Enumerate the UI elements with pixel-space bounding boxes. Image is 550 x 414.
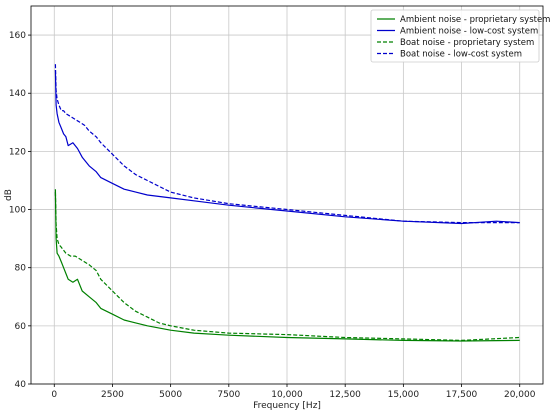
y-tick-label: 60 bbox=[15, 322, 27, 332]
y-tick-label: 40 bbox=[15, 380, 27, 390]
x-axis-label: Frequency [Hz] bbox=[253, 401, 321, 411]
x-tick-label: 20,000 bbox=[504, 390, 536, 400]
legend-box bbox=[370, 9, 540, 63]
series-line-1 bbox=[54, 189, 520, 342]
legend-entry: Boat noise - low-cost system bbox=[400, 50, 522, 60]
x-tick-label: 7500 bbox=[217, 390, 240, 400]
y-axis-label: dB bbox=[4, 189, 14, 201]
x-tick-label: 10,000 bbox=[271, 390, 303, 400]
y-tick-label: 160 bbox=[9, 31, 26, 41]
x-tick-label: 17,500 bbox=[446, 390, 478, 400]
y-tick-label: 80 bbox=[15, 264, 27, 274]
x-tick-label: 0 bbox=[51, 390, 57, 400]
legend-entry: Boat noise - proprietary system bbox=[400, 38, 534, 48]
series-layer bbox=[54, 64, 520, 342]
legend: Ambient noise - proprietary system Ambien… bbox=[370, 9, 550, 63]
x-tick-label: 12,500 bbox=[329, 390, 361, 400]
y-tick-label: 120 bbox=[9, 147, 26, 157]
x-axis-ticks: 0 2500 5000 7500 10,000 12,500 15,000 17,500 20,… bbox=[51, 384, 536, 400]
series-line-4 bbox=[54, 64, 520, 224]
x-tick-label: 15,000 bbox=[388, 390, 420, 400]
y-tick-label: 140 bbox=[9, 89, 26, 99]
x-tick-label: 5000 bbox=[159, 390, 182, 400]
x-tick-label: 2500 bbox=[101, 390, 124, 400]
legend-entry: Ambient noise - low-cost system bbox=[400, 27, 538, 37]
series-line-2 bbox=[54, 69, 520, 225]
y-axis-ticks: 40 60 80 100 120 140 160 bbox=[9, 31, 31, 390]
legend-entry: Ambient noise - proprietary system bbox=[400, 15, 550, 25]
series-line-3 bbox=[54, 192, 520, 341]
y-tick-label: 100 bbox=[9, 206, 26, 216]
